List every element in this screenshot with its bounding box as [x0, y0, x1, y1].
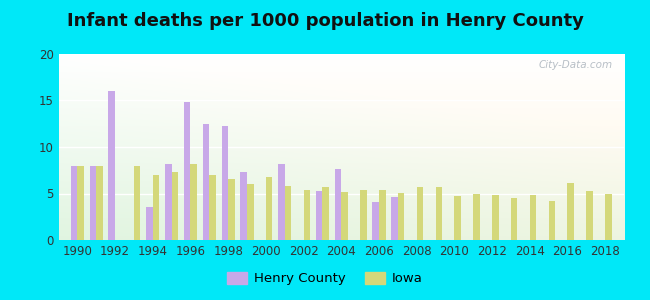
Bar	[203, 124, 209, 240]
Bar	[285, 186, 291, 240]
Bar	[190, 164, 197, 240]
Bar	[454, 196, 461, 240]
Bar	[247, 184, 254, 240]
Text: City-Data.com: City-Data.com	[539, 60, 613, 70]
Bar	[222, 126, 228, 240]
Bar	[436, 187, 442, 240]
Bar	[134, 166, 140, 240]
Bar	[109, 91, 115, 240]
Bar	[316, 191, 322, 240]
Bar	[398, 193, 404, 240]
Bar	[96, 166, 103, 240]
Text: Infant deaths per 1000 population in Henry County: Infant deaths per 1000 population in Hen…	[66, 12, 584, 30]
Bar	[165, 164, 172, 240]
Bar	[172, 172, 178, 240]
Bar	[417, 187, 423, 240]
Bar	[240, 172, 247, 240]
Bar	[473, 194, 480, 240]
Bar	[322, 187, 329, 240]
Bar	[71, 166, 77, 240]
Bar	[228, 178, 235, 240]
Bar	[90, 166, 96, 240]
Bar	[304, 190, 310, 240]
Bar	[391, 197, 398, 240]
Bar	[184, 102, 190, 240]
Bar	[278, 164, 285, 240]
Bar	[153, 175, 159, 240]
Bar	[605, 194, 612, 240]
Legend: Henry County, Iowa: Henry County, Iowa	[222, 266, 428, 290]
Bar	[266, 177, 272, 240]
Bar	[372, 202, 379, 240]
Bar	[567, 183, 574, 240]
Bar	[549, 201, 555, 240]
Bar	[77, 166, 84, 240]
Bar	[341, 192, 348, 240]
Bar	[146, 208, 153, 240]
Bar	[335, 169, 341, 240]
Bar	[379, 190, 385, 240]
Bar	[530, 195, 536, 240]
Bar	[586, 191, 593, 240]
Bar	[209, 175, 216, 240]
Bar	[360, 190, 367, 240]
Bar	[492, 195, 499, 240]
Bar	[511, 198, 517, 240]
